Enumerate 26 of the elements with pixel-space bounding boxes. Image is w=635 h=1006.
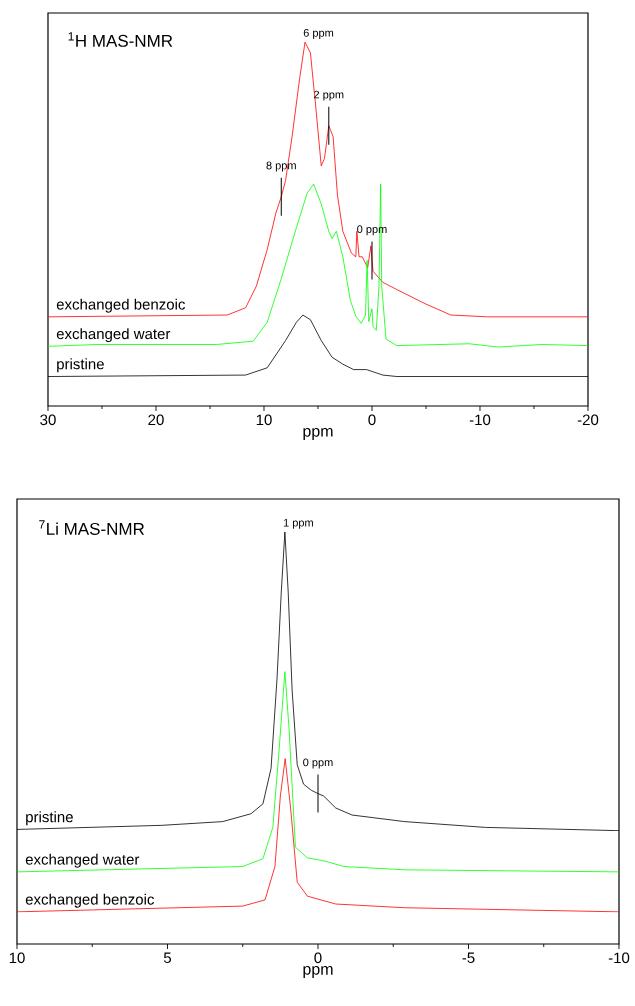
series-label: exchanged water <box>56 328 171 343</box>
series-label: exchanged benzoic <box>56 298 186 313</box>
x-tick-label: 30 <box>40 414 56 426</box>
x-tick-label: 10 <box>256 414 272 426</box>
series-label: exchanged benzoic <box>25 893 155 908</box>
x-tick-label: -20 <box>577 414 599 426</box>
annotation: 2 ppm <box>314 90 344 101</box>
chart-title: $^{7}$Li MAS-NMR <box>39 520 145 535</box>
x-tick-label: 20 <box>148 414 164 426</box>
x-tick-label: 0 <box>368 414 376 426</box>
x-tick-label: 10 <box>9 952 25 964</box>
text: 6 ppm <box>303 28 334 39</box>
series-label: pristine <box>26 811 73 826</box>
x-axis-title: ppm <box>303 428 333 440</box>
chart-title: $^{1}$H MAS-NMR <box>68 32 173 47</box>
series-label: exchanged water <box>25 853 140 868</box>
text: 1 ppm <box>283 518 313 529</box>
x-tick-label: -10 <box>469 414 491 426</box>
x-tick-label: 0 <box>314 952 322 964</box>
x-tick-label: 5 <box>163 952 172 963</box>
x-axis-title: ppm <box>303 966 333 978</box>
x-tick-label: -10 <box>608 952 630 964</box>
annotation: 0 ppm <box>303 758 333 769</box>
annotation: 0 ppm <box>357 225 387 236</box>
series-label: pristine <box>57 358 104 373</box>
x-tick-label: -5 <box>462 952 475 963</box>
